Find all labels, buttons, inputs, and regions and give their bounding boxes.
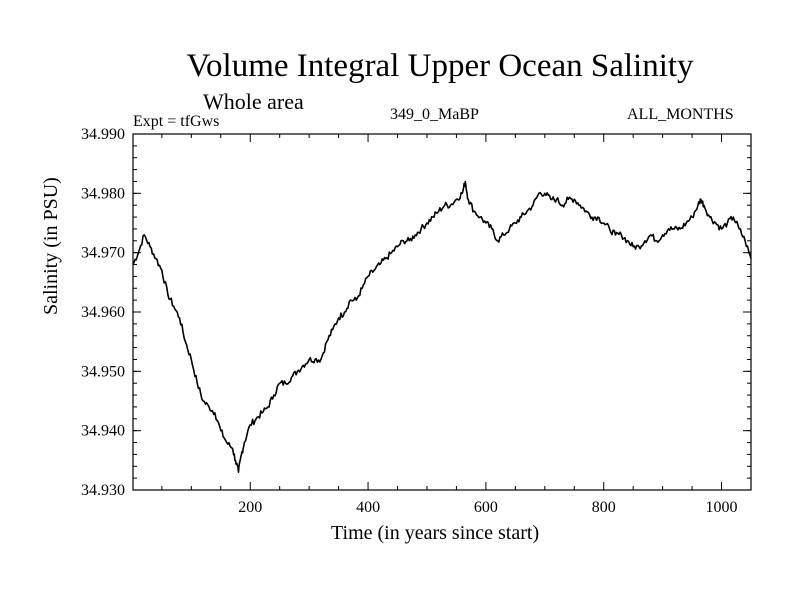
x-tick-label: 200 (238, 499, 262, 516)
x-tick-label: 800 (592, 499, 616, 516)
plot-frame (132, 133, 752, 491)
x-tick-label: 400 (356, 499, 380, 516)
y-tick-label: 34.950 (81, 363, 125, 380)
y-tick-label: 34.930 (81, 482, 125, 499)
chart-title: Volume Integral Upper Ocean Salinity (186, 48, 694, 84)
y-tick-label: 34.980 (81, 185, 125, 202)
chart-subtitle: Whole area (203, 89, 304, 114)
months-label: ALL_MONTHS (627, 106, 734, 123)
y-tick-label: 34.960 (81, 304, 125, 321)
experiment-label: Expt = tfGws (133, 113, 220, 130)
salinity-series-line (132, 180, 752, 474)
x-tick-label: 600 (474, 499, 498, 516)
run-label: 349_0_MaBP (390, 106, 479, 123)
y-tick-label: 34.990 (81, 126, 125, 143)
y-tick-label: 34.940 (81, 423, 125, 440)
x-axis-label: Time (in years since start) (331, 522, 540, 544)
y-tick-label: 34.970 (81, 245, 125, 262)
x-tick-label: 1000 (706, 499, 738, 516)
